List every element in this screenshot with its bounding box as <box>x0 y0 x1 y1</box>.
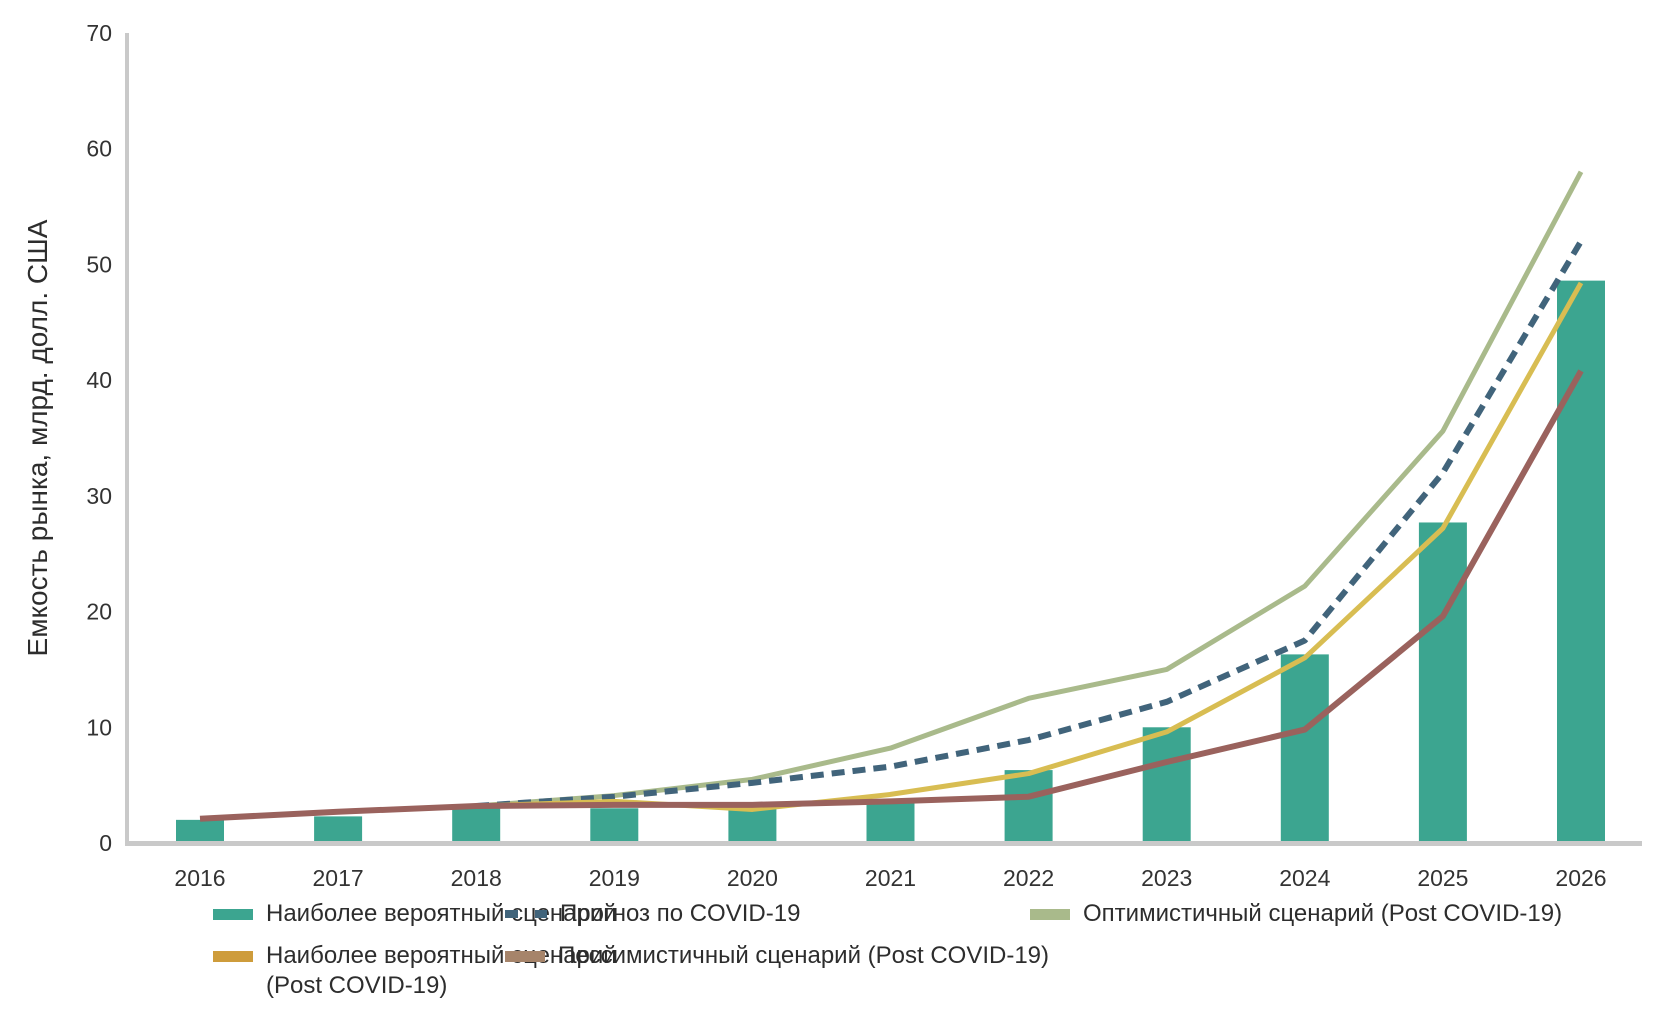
line-series-4 <box>199 369 1584 822</box>
bar-2020 <box>728 808 777 843</box>
y-axis-title: Емкость рынка, млрд. долл. США <box>22 219 53 656</box>
y-axis-tick-label: 60 <box>86 136 112 162</box>
y-axis-tick-label: 30 <box>86 483 112 509</box>
bar-2017 <box>314 816 363 843</box>
y-axis-tick-label: 0 <box>99 830 112 856</box>
line-series-1 <box>475 239 1584 809</box>
lines-layer <box>199 170 1584 822</box>
ticks-layer: 0 10 20 30 40 50 60 70 2016 2017 2018 2019 2020 2021 2… <box>86 20 1606 891</box>
x-axis-tick-label: 2025 <box>1417 865 1468 891</box>
x-axis-line <box>125 841 1642 846</box>
y-axis-tick-label: 10 <box>86 714 112 740</box>
bar-2026 <box>1557 280 1605 844</box>
bar-2025 <box>1418 522 1467 843</box>
y-axis-tick-label: 20 <box>86 599 112 625</box>
axes-layer <box>125 33 1642 846</box>
x-axis-tick-label: 2023 <box>1141 865 1192 891</box>
bar-2024 <box>1280 654 1329 843</box>
x-axis-tick-label: 2021 <box>865 865 916 891</box>
x-axis-tick-label: 2020 <box>727 865 778 891</box>
y-axis-tick-label: 40 <box>86 367 112 393</box>
bar-2019 <box>590 808 639 843</box>
bar-2016 <box>176 819 224 843</box>
bar-2022 <box>1004 770 1053 843</box>
x-axis-tick-label: 2018 <box>451 865 502 891</box>
bars-layer <box>176 280 1605 844</box>
x-axis-tick-label: 2019 <box>589 865 640 891</box>
bar-2021 <box>866 802 915 843</box>
x-axis-tick-label: 2016 <box>174 865 225 891</box>
x-axis-tick-label: 2026 <box>1555 865 1606 891</box>
y-axis-line <box>125 33 129 846</box>
x-axis-tick-label: 2024 <box>1279 865 1330 891</box>
bar-2023 <box>1142 727 1191 843</box>
y-axis-tick-label: 70 <box>86 20 112 46</box>
x-axis-tick-label: 2017 <box>313 865 364 891</box>
line-series-3 <box>476 281 1584 812</box>
x-axis-tick-label: 2022 <box>1003 865 1054 891</box>
line-series-2 <box>476 170 1584 809</box>
bar-2018 <box>452 808 501 843</box>
y-axis-tick-label: 50 <box>86 251 112 277</box>
